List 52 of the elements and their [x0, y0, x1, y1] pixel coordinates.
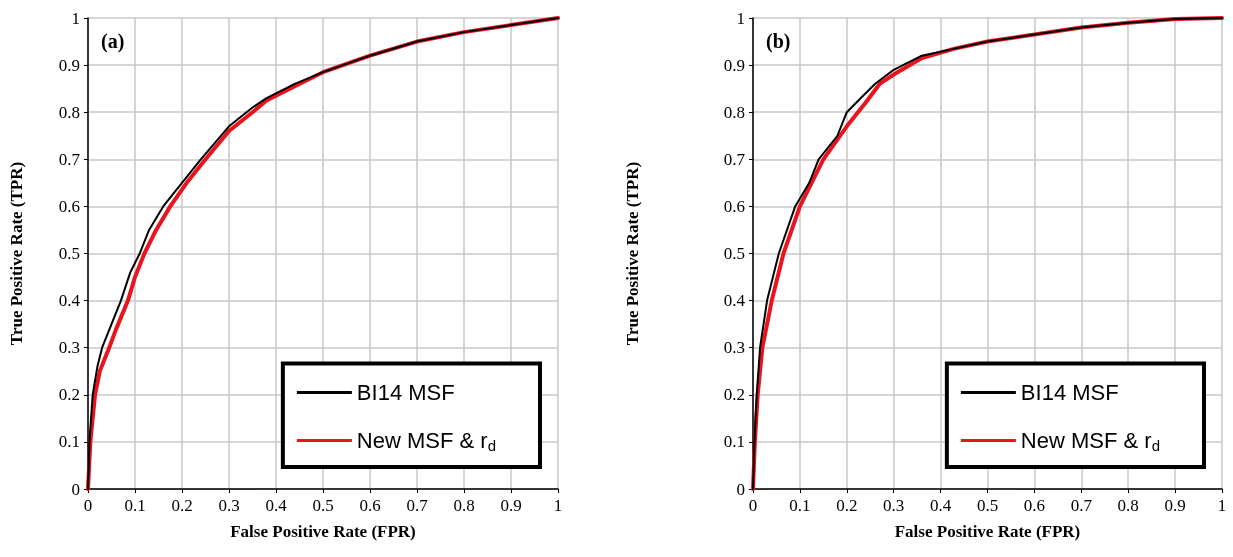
legend-label: BI14 MSF — [356, 380, 455, 405]
x-tick-label: 0.8 — [1117, 496, 1139, 515]
text: (a) — [101, 30, 125, 53]
x-tick-label: 0.5 — [312, 496, 334, 515]
x-axis-title: False Positive Rate (FPR) — [230, 522, 416, 541]
y-tick-label: 1 — [71, 8, 80, 28]
x-tick-label: 0.2 — [836, 496, 858, 515]
y-tick-label: 0.6 — [58, 196, 80, 216]
y-tick-label: 0.2 — [723, 385, 745, 405]
x-axis-title: False Positive Rate (FPR) — [894, 522, 1081, 541]
y-tick-label: 0.3 — [723, 338, 745, 358]
x-tick-label: 0.6 — [1023, 496, 1046, 515]
y-tick-label: 0.9 — [723, 55, 745, 75]
x-tick-label: 0 — [83, 496, 93, 515]
x-tick-label: 0.7 — [406, 496, 429, 515]
x-tick-label: 0.7 — [1070, 496, 1093, 515]
x-tick-label: 0.5 — [976, 496, 999, 515]
y-tick-label: 0.5 — [723, 244, 745, 263]
x-tick-label: 1 — [553, 496, 563, 515]
x-tick-label: 0.9 — [500, 496, 522, 515]
y-tick-label: 0 — [71, 479, 80, 499]
y-tick-label: 0.1 — [723, 432, 745, 452]
legend-label: BI14 MSF — [1020, 380, 1119, 405]
x-tick-label: 0.3 — [218, 496, 240, 515]
y-axis-title: True Positive Rate (TPR) — [7, 161, 26, 346]
y-tick-label: 0.1 — [58, 432, 80, 452]
x-tick-label: 0.4 — [929, 496, 952, 515]
x-tick-label: 0.8 — [453, 496, 475, 515]
y-tick-label: 1 — [736, 8, 745, 28]
y-tick-label: 0.4 — [58, 291, 81, 311]
y-tick-label: 0 — [736, 479, 745, 499]
y-tick-label: 0.9 — [58, 55, 80, 75]
x-tick-label: 0.1 — [789, 496, 811, 515]
y-tick-label: 0.2 — [58, 385, 80, 405]
y-tick-label: 0.6 — [723, 196, 745, 216]
y-tick-label: 0.3 — [58, 338, 80, 358]
y-tick-label: 0.4 — [723, 291, 746, 311]
x-tick-label: 0.2 — [171, 496, 193, 515]
x-tick-label: 1 — [1217, 496, 1227, 515]
x-tick-label: 0.9 — [1164, 496, 1186, 515]
x-tick-label: 0 — [748, 496, 758, 515]
y-tick-label: 0.7 — [58, 149, 81, 169]
y-axis-title: True Positive Rate (TPR) — [623, 161, 642, 346]
y-tick-label: 0.7 — [723, 149, 746, 169]
x-tick-label: 0.3 — [883, 496, 905, 515]
y-tick-label: 0.8 — [58, 102, 80, 122]
y-tick-label: 0.5 — [58, 244, 80, 263]
x-tick-label: 0.1 — [124, 496, 146, 515]
x-tick-label: 0.6 — [359, 496, 381, 515]
text: (b) — [766, 30, 791, 53]
x-tick-label: 0.4 — [265, 496, 288, 515]
y-tick-label: 0.8 — [723, 102, 745, 122]
